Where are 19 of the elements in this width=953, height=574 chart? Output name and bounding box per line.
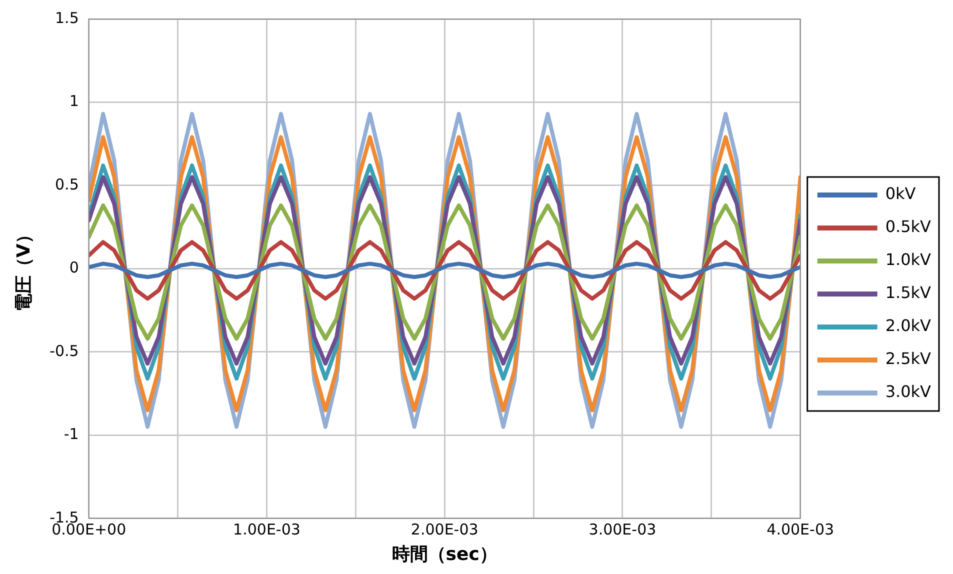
legend-label: 3.0kV [885,382,932,402]
legend-label: 2.5kV [885,349,932,368]
x-tick-label: 2.00E-03 [410,520,478,538]
x-tick-label: 3.00E-03 [588,520,656,538]
x-axis-title: 時間（sec） [392,544,498,565]
y-tick-label: -1 [64,425,79,444]
legend-label: 1.0kV [885,250,932,270]
y-tick-label: 1 [69,92,79,110]
y-tick-label: 0.5 [55,175,79,194]
x-tick-label: 4.00E-03 [766,520,834,538]
legend-label: 0.5kV [885,217,932,236]
legend-label: 1.5kV [885,283,932,302]
y-tick-label: -0.5 [50,342,79,360]
legend-label: 2.0kV [885,316,932,336]
y-tick-label: 0 [69,258,79,277]
legend-label: 0kV [885,184,916,204]
y-tick-label: 1.5 [55,8,79,27]
y-axis-title: 電圧（V） [13,226,34,312]
x-tick-label: 1.00E-03 [233,520,300,538]
